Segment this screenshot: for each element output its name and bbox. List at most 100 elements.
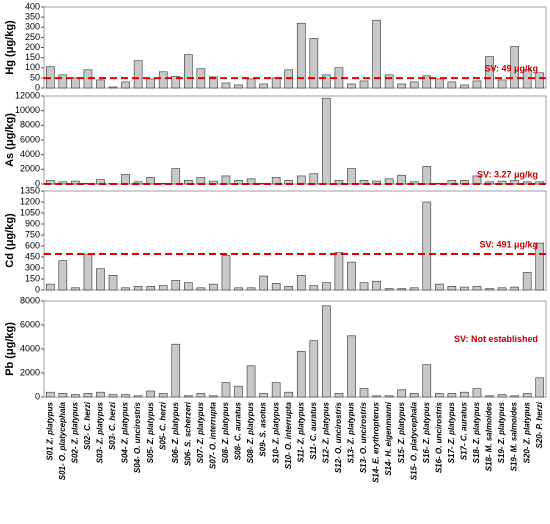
bar bbox=[108, 394, 118, 398]
x-tick-label: S14- E. erythropterus bbox=[372, 401, 381, 482]
bar bbox=[121, 174, 130, 185]
bar bbox=[347, 261, 356, 291]
bar bbox=[271, 283, 281, 291]
bar bbox=[435, 78, 444, 89]
bar bbox=[221, 175, 231, 185]
bar bbox=[359, 80, 369, 89]
bar bbox=[158, 71, 168, 89]
y-tick-label: 2000 bbox=[20, 164, 40, 174]
bar bbox=[45, 283, 55, 291]
bar bbox=[96, 79, 105, 89]
bar bbox=[146, 177, 155, 185]
y-tick-label: 0 bbox=[35, 284, 40, 294]
bar bbox=[259, 393, 268, 398]
bar bbox=[359, 388, 369, 398]
bar bbox=[485, 395, 494, 398]
bar bbox=[196, 287, 206, 291]
x-tick-label: S19- Z. platypus bbox=[497, 401, 506, 463]
bar bbox=[347, 83, 356, 89]
bar bbox=[447, 286, 457, 291]
x-tick-label: S06- S. scherzeri bbox=[183, 401, 192, 466]
bar bbox=[510, 180, 519, 185]
bar bbox=[271, 382, 281, 398]
x-tick-label: S20- P. herzi bbox=[535, 401, 544, 448]
bar bbox=[384, 395, 394, 398]
y-tick-label: 250 bbox=[25, 32, 40, 42]
y-tick-label: 300 bbox=[25, 262, 40, 272]
bar bbox=[485, 288, 494, 291]
bar bbox=[497, 79, 507, 89]
bar bbox=[158, 393, 168, 398]
x-tick-label: S05- C. herzi bbox=[158, 401, 167, 450]
bar bbox=[296, 22, 306, 89]
x-tick-label: S09- S. asotus bbox=[259, 401, 268, 456]
y-axis-label: As (μg/kg) bbox=[4, 113, 16, 167]
bar bbox=[497, 394, 507, 398]
bar bbox=[422, 364, 432, 398]
bar bbox=[209, 283, 218, 291]
x-tick-label: S03- Z. platypus bbox=[96, 401, 105, 463]
bar bbox=[171, 75, 181, 89]
bar bbox=[510, 46, 519, 89]
bar bbox=[221, 382, 231, 398]
x-tick-label: S04- O. uncirostris bbox=[133, 401, 142, 473]
y-tick-label: 0 bbox=[35, 178, 40, 188]
bar bbox=[133, 60, 143, 89]
x-tick-label: S04- Z. platypus bbox=[121, 401, 130, 463]
bar bbox=[435, 283, 444, 291]
bar bbox=[409, 181, 419, 185]
bar bbox=[58, 260, 68, 291]
sv-label: SV: Not established bbox=[454, 334, 538, 344]
bar bbox=[409, 287, 419, 291]
bar bbox=[460, 391, 469, 398]
bar bbox=[209, 76, 218, 89]
x-tick-label: S15- Z. platypus bbox=[397, 401, 406, 463]
bar bbox=[472, 286, 482, 291]
y-tick-label: 350 bbox=[25, 12, 40, 22]
y-axis-label: Hg (μg/kg) bbox=[4, 20, 16, 75]
bar bbox=[246, 287, 256, 291]
y-tick-label: 200 bbox=[25, 42, 40, 52]
bar bbox=[171, 168, 181, 185]
bar bbox=[271, 77, 281, 89]
bar bbox=[146, 78, 155, 89]
bar bbox=[259, 83, 268, 89]
bar bbox=[133, 395, 143, 398]
bar bbox=[171, 280, 181, 291]
bar bbox=[171, 343, 181, 398]
bar bbox=[196, 393, 206, 398]
x-tick-label: S13- Z. platypus bbox=[347, 401, 356, 463]
x-tick-label: S01- O. platycephala bbox=[58, 401, 67, 480]
bar bbox=[234, 84, 243, 89]
x-tick-label: S02- C. herzi bbox=[83, 401, 92, 450]
bar bbox=[447, 81, 457, 89]
plot-frame bbox=[43, 95, 547, 185]
y-tick-label: 750 bbox=[25, 229, 40, 239]
bar bbox=[435, 393, 444, 398]
bar bbox=[522, 181, 532, 185]
x-tick-label: S06- Z. platypus bbox=[171, 401, 180, 463]
sv-label: SV: 491 μg/kg bbox=[479, 239, 538, 249]
y-tick-label: 400 bbox=[25, 1, 40, 11]
y-tick-label: 6000 bbox=[20, 134, 40, 144]
bar bbox=[146, 390, 155, 398]
plot-frame bbox=[43, 6, 547, 89]
x-tick-label: S02- Z. platypus bbox=[70, 401, 79, 463]
bar bbox=[322, 305, 331, 398]
y-tick-label: 1050 bbox=[20, 207, 40, 217]
y-tick-label: 8000 bbox=[20, 295, 40, 305]
bar bbox=[322, 282, 331, 291]
bar bbox=[259, 275, 268, 291]
bar bbox=[347, 168, 356, 185]
x-tick-label: S19- M. salmoides bbox=[510, 401, 519, 471]
bar bbox=[422, 201, 432, 291]
bar bbox=[309, 173, 319, 185]
y-tick-label: 1350 bbox=[20, 185, 40, 195]
bar bbox=[510, 286, 519, 291]
sv-label: SV: 3.27 μg/kg bbox=[477, 169, 538, 179]
bar bbox=[221, 82, 231, 89]
bar bbox=[71, 77, 80, 89]
bar bbox=[296, 275, 306, 291]
x-tick-label: S14- H. eigenmanni bbox=[384, 401, 393, 476]
bar bbox=[472, 80, 482, 89]
